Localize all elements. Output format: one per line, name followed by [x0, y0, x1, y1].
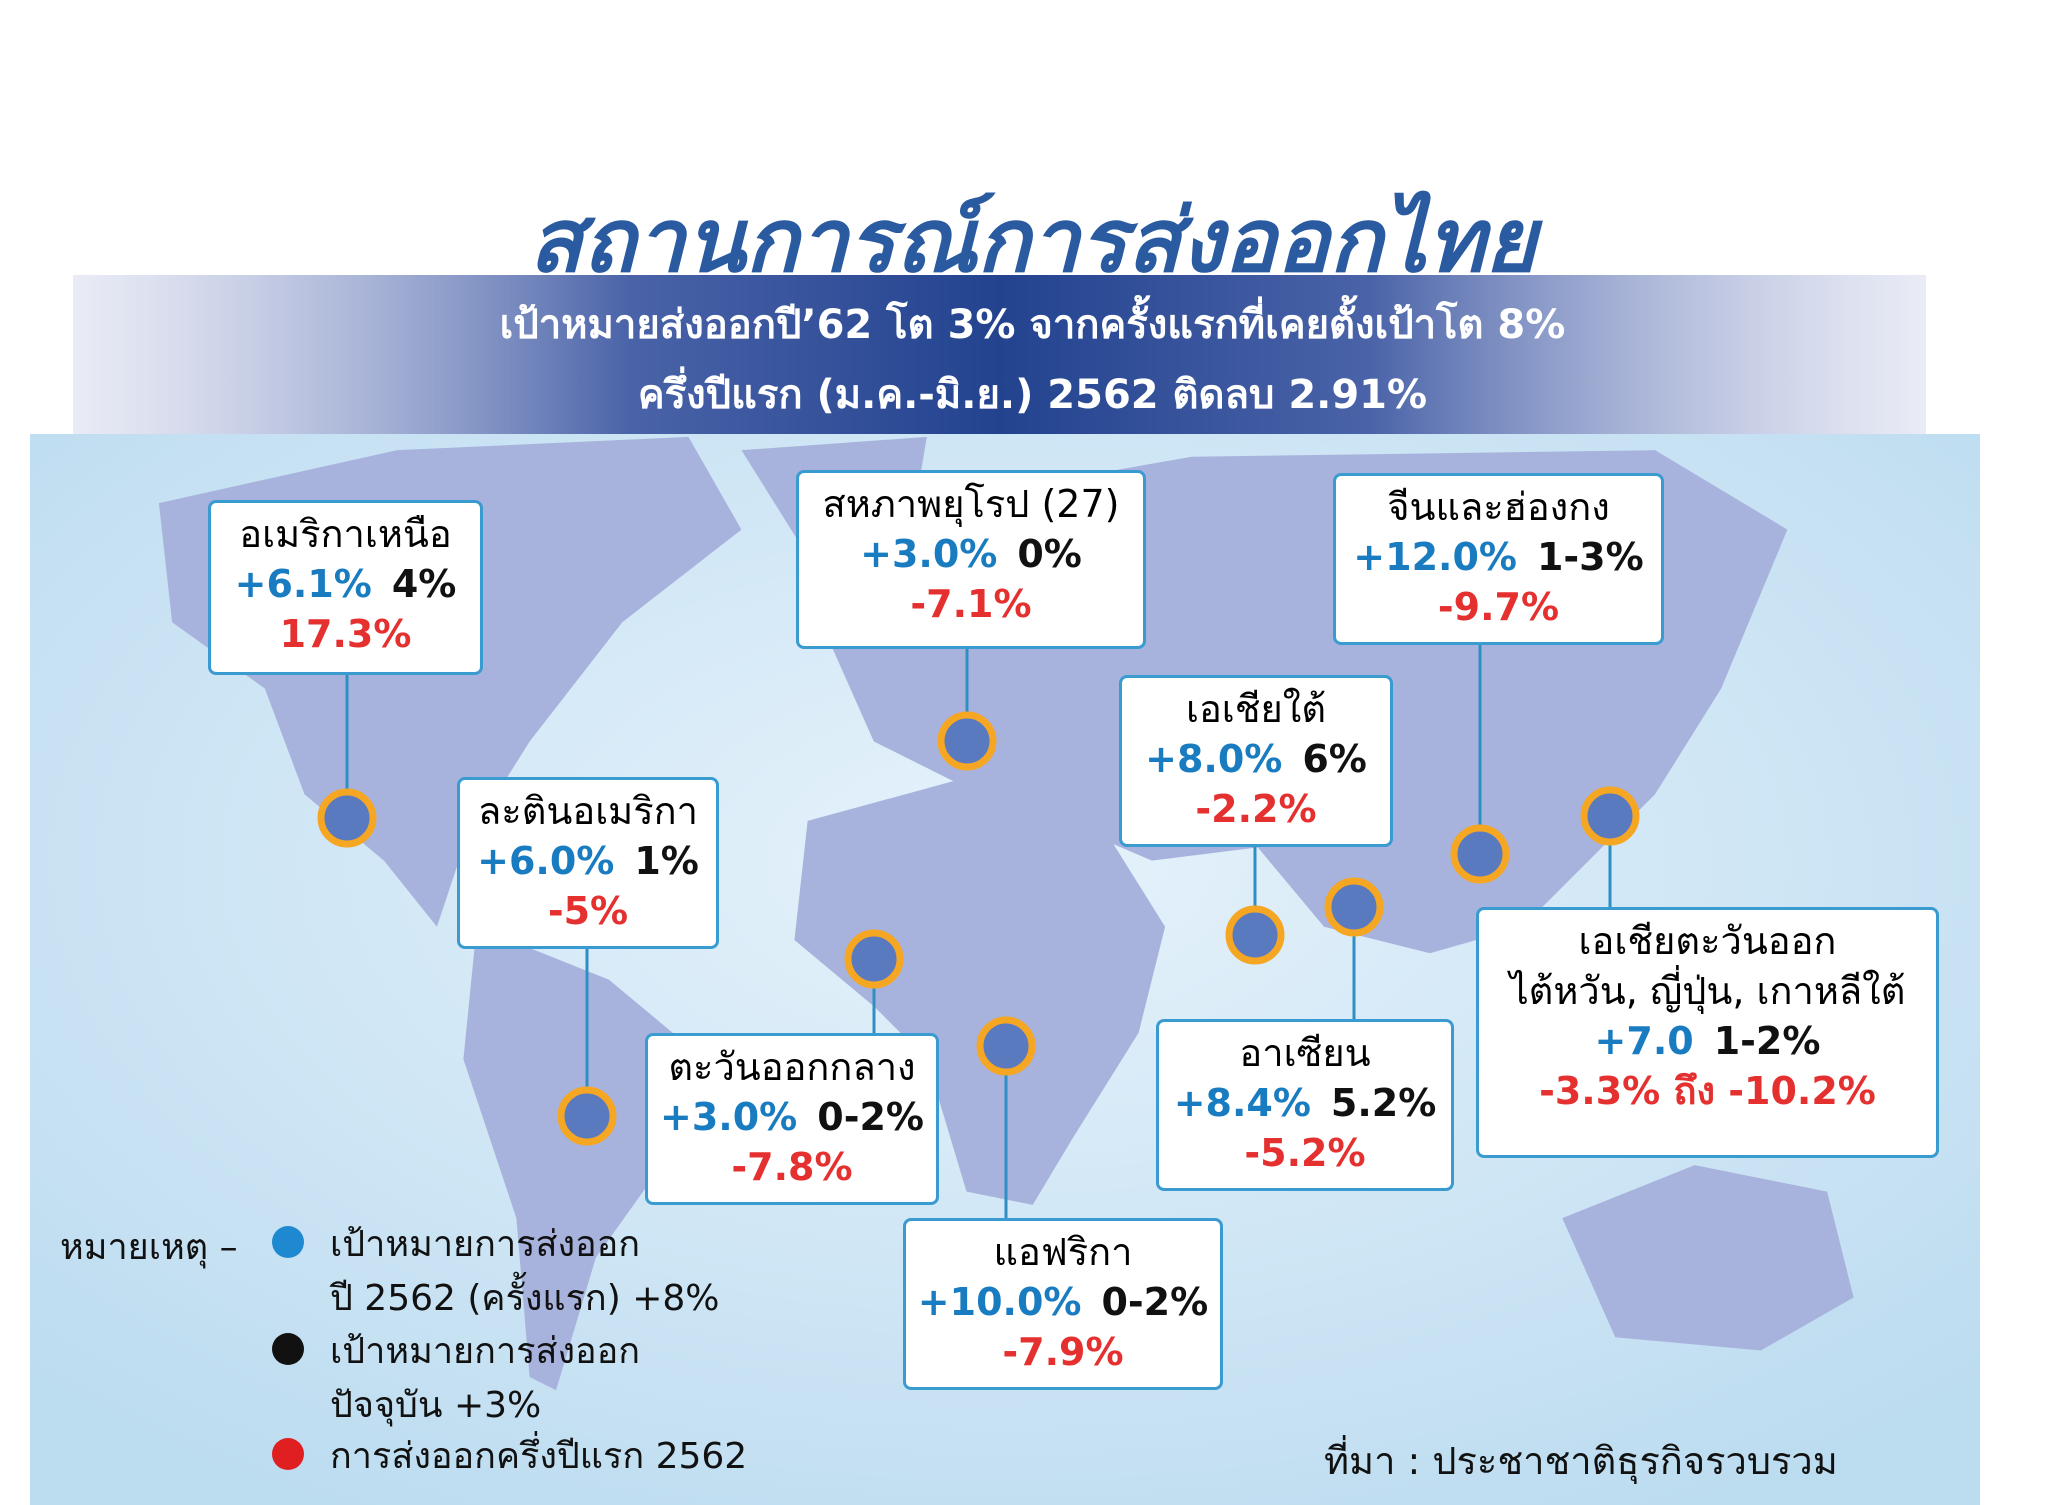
region-name: อาเซียน — [1239, 1031, 1371, 1075]
first-half: -5.2% — [1244, 1131, 1366, 1175]
legend-dot — [272, 1438, 304, 1470]
first-half: 17.3% — [279, 612, 412, 656]
target-current: 1-2% — [1713, 1019, 1821, 1063]
first-half: -5% — [547, 889, 629, 933]
legend-item: การส่งออกครึ่งปีแรก 2562 — [330, 1436, 748, 1477]
target-current: 5.2% — [1330, 1081, 1437, 1125]
location-pin — [317, 788, 377, 848]
legend-dot — [272, 1333, 304, 1365]
targets: +10.0% 0-2% — [906, 1277, 1220, 1327]
target-current: 0-2% — [817, 1095, 924, 1139]
target-current: 1-3% — [1536, 535, 1644, 579]
region-name: เอเชียตะวันออก — [1578, 919, 1837, 963]
targets: +8.4% 5.2% — [1159, 1078, 1451, 1128]
region-name: แอฟริกา — [993, 1230, 1133, 1274]
location-pin — [1324, 877, 1384, 937]
target-initial: +8.0% — [1145, 737, 1283, 781]
target-current: 6% — [1302, 737, 1367, 781]
location-pin — [937, 711, 997, 771]
region-box: จีนและฮ่องกง +12.0% 1-3% -9.7% — [1333, 473, 1664, 645]
region-box: ตะวันออกกลาง +3.0% 0-2% -7.8% — [645, 1033, 939, 1205]
first-half: -7.9% — [1002, 1330, 1124, 1374]
subtitle: เป้าหมายส่งออกปี’62 โต 3% จากครั้งแรกที่… — [499, 302, 1566, 348]
region-box: สหภาพยุโรป (27) +3.0% 0% -7.1% — [796, 470, 1146, 649]
region-box: ละตินอเมริกา +6.0% 1% -5% — [457, 777, 719, 949]
targets: +3.0% 0-2% — [648, 1092, 936, 1142]
region-box: แอฟริกา +10.0% 0-2% -7.9% — [903, 1218, 1223, 1390]
location-pin — [1450, 824, 1510, 884]
region-name: อเมริกาเหนือ — [239, 512, 452, 556]
title: สถานการณ์การส่งออกไทย — [528, 189, 1537, 292]
subtitle: ครึ่งปีแรก (ม.ค.-มิ.ย.) 2562 ติดลบ 2.91% — [637, 372, 1428, 418]
location-pin — [557, 1086, 617, 1146]
region-name: ละตินอเมริกา — [478, 789, 698, 833]
location-pin — [844, 929, 904, 989]
targets: +6.0% 1% — [460, 836, 716, 886]
first-half: -7.1% — [910, 582, 1032, 626]
first-half: -3.3% ถึง -10.2% — [1539, 1069, 1876, 1113]
region-box: เอเชียตะวันออกไต้หวัน, ญี่ปุ่น, เกาหลีใต… — [1476, 907, 1939, 1158]
target-initial: +8.4% — [1173, 1081, 1311, 1125]
target-current: 0% — [1017, 532, 1082, 576]
target-current: 1% — [634, 839, 699, 883]
legend-item: เป้าหมายการส่งออก ปี 2562 (ครั้งแรก) +8% — [330, 1224, 720, 1319]
target-current: 0-2% — [1101, 1280, 1209, 1324]
location-pin — [1580, 786, 1640, 846]
location-pin — [1225, 905, 1285, 965]
first-half: -9.7% — [1437, 585, 1560, 629]
target-initial: +6.1% — [234, 562, 372, 606]
target-initial: +12.0% — [1353, 535, 1517, 579]
target-initial: +3.0% — [660, 1095, 798, 1139]
region-countries: ไต้หวัน, ญี่ปุ่น, เกาหลีใต้ — [1509, 969, 1906, 1013]
targets: +6.1% 4% — [211, 559, 480, 609]
legend-item: เป้าหมายการส่งออก ปัจจุบัน +3% — [330, 1331, 641, 1426]
region-name: เอเชียใต้ — [1185, 687, 1327, 731]
region-name: สหภาพยุโรป (27) — [822, 482, 1120, 526]
targets: +8.0% 6% — [1122, 734, 1390, 784]
legend-dot — [272, 1226, 304, 1258]
region-name: ตะวันออกกลาง — [668, 1045, 916, 1089]
source: ที่มา : ประชาชาติธุรกิจรวบรวม — [1324, 1439, 1838, 1483]
target-initial: +6.0% — [477, 839, 615, 883]
targets: +3.0% 0% — [799, 529, 1143, 579]
targets: +7.0 1-2% — [1479, 1016, 1936, 1066]
banner — [73, 275, 1926, 434]
target-current: 4% — [391, 562, 457, 606]
region-box: อาเซียน +8.4% 5.2% -5.2% — [1156, 1019, 1454, 1191]
legend-label: หมายเหตุ – — [60, 1227, 238, 1268]
region-name: จีนและฮ่องกง — [1387, 485, 1610, 529]
target-initial: +3.0% — [860, 532, 998, 576]
region-box: เอเชียใต้ +8.0% 6% -2.2% — [1119, 675, 1393, 847]
first-half: -7.8% — [731, 1145, 853, 1189]
first-half: -2.2% — [1195, 787, 1317, 831]
target-initial: +10.0% — [917, 1280, 1082, 1324]
targets: +12.0% 1-3% — [1336, 532, 1661, 582]
target-initial: +7.0 — [1594, 1019, 1694, 1063]
region-box: อเมริกาเหนือ +6.1% 4% 17.3% — [208, 500, 483, 675]
pins — [317, 645, 1640, 1218]
location-pin — [976, 1016, 1036, 1076]
